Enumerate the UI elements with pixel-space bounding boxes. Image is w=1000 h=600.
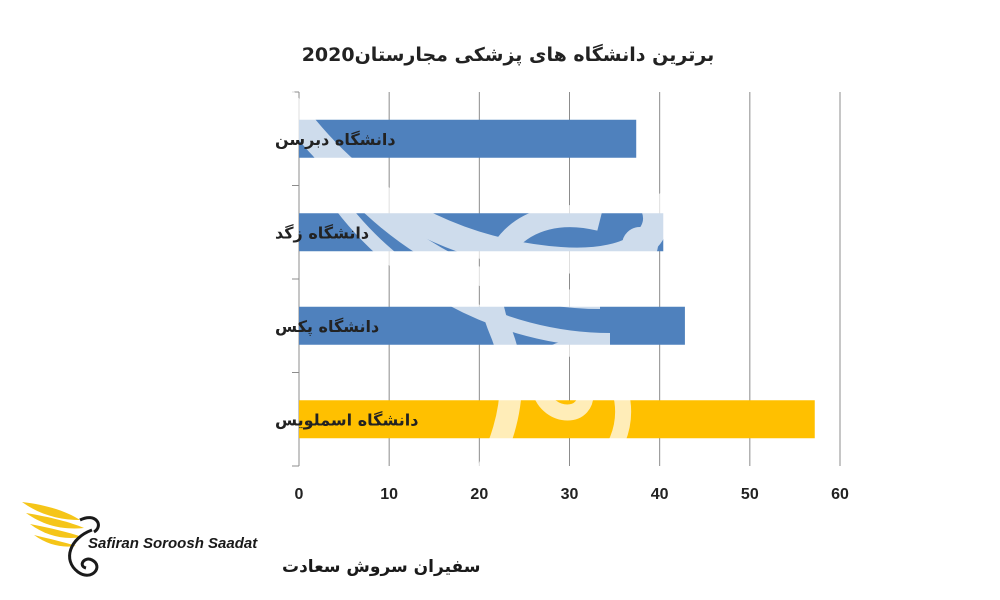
chart-title: برترین دانشگاه های پزشکی مجارستان2020 [302, 43, 715, 66]
x-tick-label: 10 [380, 486, 398, 503]
category-label: دانشگاه دبرسن [275, 130, 396, 149]
logo-name-en: Safiran Soroosh Saadat [88, 535, 258, 552]
x-tick-label: 50 [741, 486, 759, 503]
x-tick-label: 0 [295, 486, 304, 503]
x-tick-label: 60 [831, 486, 849, 503]
phoenix-icon [22, 502, 100, 577]
logo-name-fa: سفیران سروش سعادت [282, 557, 480, 577]
phoenix-watermark-icon [253, 63, 669, 512]
bars [299, 119, 815, 439]
x-tick-label: 30 [561, 486, 579, 503]
category-label: دانشگاه زگد [275, 223, 369, 242]
category-label: دانشگاه اسملویس [275, 410, 418, 429]
brand-logo: Safiran Soroosh Saadat سفیران سروش سعادت [22, 502, 480, 577]
x-tick-label: 40 [651, 486, 669, 503]
bar [299, 119, 637, 158]
x-tick-label: 20 [470, 486, 488, 503]
labels: 0 10 20 30 40 50 60 دانشگاه دبرسن دانشگاه زگد دان… [275, 130, 849, 503]
category-label: دانشگاه پکس [275, 317, 379, 337]
